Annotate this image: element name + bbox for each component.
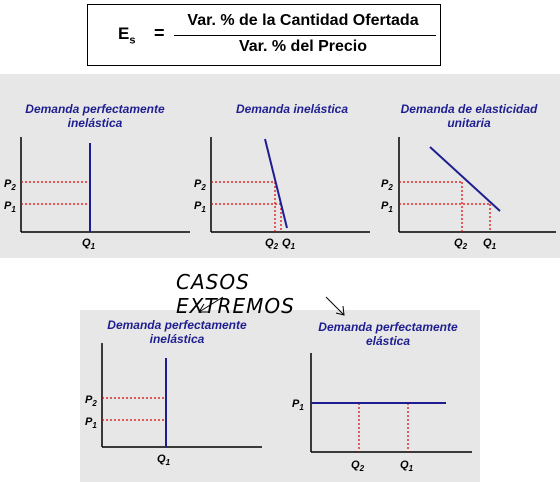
chart-1-guides xyxy=(21,181,90,205)
chart-4-guides xyxy=(102,397,166,421)
chart-3-axes xyxy=(398,137,556,233)
elasticity-formula: Es = Var. % de la Cantidad Ofertada Var.… xyxy=(87,4,441,66)
formula-lhs: Es xyxy=(118,24,136,47)
chart-2-label-q2: Q2 xyxy=(265,237,279,251)
chart-3-label-p1: P1 xyxy=(381,200,393,214)
chart-4-label-q1: Q1 xyxy=(157,453,171,467)
chart-3-label-q2: Q2 xyxy=(454,237,468,251)
chart-3-title: Demanda de elasticidad unitaria xyxy=(400,102,538,130)
chart-2-label-p2: P2 xyxy=(194,178,206,192)
chart-2-demand-line xyxy=(264,138,288,229)
chart-1: P2 P1 Q1 xyxy=(4,137,190,251)
chart-2-label-p1: P1 xyxy=(194,200,206,214)
chart-5: P1 Q2 Q1 xyxy=(292,353,472,473)
chart-1-title: Demanda perfectamente inelástica xyxy=(25,102,165,130)
chart-2-guides xyxy=(211,181,282,232)
extreme-cases-label: CASOS EXTREMOS xyxy=(176,270,295,318)
fraction-bar xyxy=(174,35,436,36)
chart-5-title: Demanda perfectamente elástica xyxy=(318,320,458,348)
arrow-left xyxy=(198,296,224,313)
chart-4-title: Demanda perfectamente inelástica xyxy=(107,318,247,346)
chart-3: P2 P1 Q2 Q1 xyxy=(381,137,556,251)
chart-1-label-p1: P1 xyxy=(4,200,16,214)
formula-denominator: Var. % del Precio xyxy=(238,38,368,55)
chart-2-axes xyxy=(210,137,370,233)
chart-5-label-p1: P1 xyxy=(292,398,304,412)
chart-5-guides xyxy=(358,403,409,452)
chart-3-label-p2: P2 xyxy=(381,178,393,192)
top-panel-background xyxy=(0,74,560,258)
chart-5-label-q2: Q2 xyxy=(351,459,365,473)
bottom-panel-background xyxy=(80,310,480,482)
arrow-right xyxy=(325,296,345,316)
chart-4-label-p2: P2 xyxy=(85,394,97,408)
chart-4-axes xyxy=(101,343,262,448)
chart-4-label-p1: P1 xyxy=(85,416,97,430)
chart-3-label-q1: Q1 xyxy=(483,237,497,251)
formula-numerator: Var. % de la Cantidad Ofertada xyxy=(187,12,419,29)
chart-2-label-q1: Q1 xyxy=(282,237,296,251)
chart-2-title: Demanda inelástica xyxy=(235,102,349,116)
chart-5-label-q1: Q1 xyxy=(400,459,414,473)
chart-4: P2 P1 Q1 xyxy=(85,343,262,467)
chart-3-guides xyxy=(399,181,491,232)
chart-1-label-p2: P2 xyxy=(4,178,16,192)
chart-1-label-q1: Q1 xyxy=(82,237,96,251)
formula-equals: = xyxy=(154,23,165,43)
chart-2: P2 P1 Q2 Q1 xyxy=(194,137,370,251)
chart-1-axes xyxy=(20,137,190,233)
chart-3-demand-line xyxy=(429,146,501,212)
